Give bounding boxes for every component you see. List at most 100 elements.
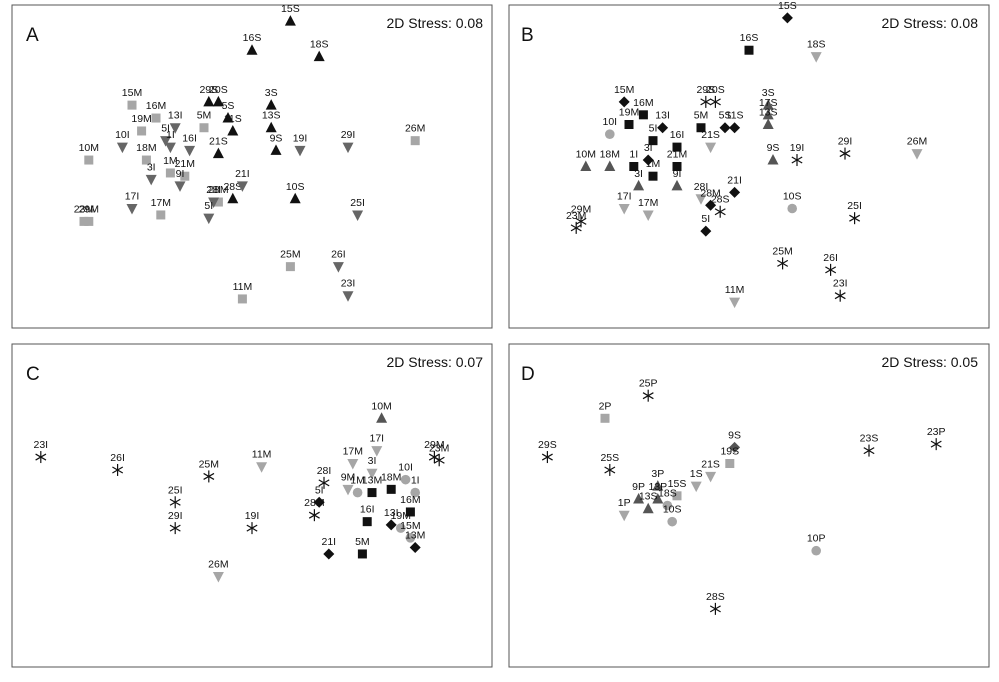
point-9p-triangle-marker <box>633 493 645 504</box>
point-15m-circle-marker <box>405 533 416 543</box>
point-label-29s: 29S <box>199 84 218 96</box>
point-10m-triangle-marker <box>580 160 592 171</box>
point-label-18s: 18S <box>658 488 677 500</box>
point-28m-asterisk-marker <box>308 509 320 522</box>
point-13s-triangle-marker <box>642 502 654 514</box>
point-label-15s: 15S <box>778 0 797 12</box>
point-label-10p: 10P <box>807 533 826 545</box>
point-label-16i: 16I <box>670 129 685 141</box>
point-5m-square-marker <box>199 123 209 133</box>
point-21m-square-marker <box>672 162 682 171</box>
point-label-19m: 19M <box>391 510 411 522</box>
point-28m-square-marker <box>213 197 223 207</box>
point-10s-triangle-marker <box>289 192 301 204</box>
point-23i-inverted-triangle-marker <box>342 291 354 302</box>
point-label-11s: 11S <box>224 113 242 125</box>
point-label-18m: 18M <box>600 149 620 161</box>
point-17m-square-marker <box>156 210 166 220</box>
point-17i-inverted-triangle-marker <box>371 446 383 457</box>
point-20s-asterisk-marker <box>709 95 721 108</box>
point-label-17s: 17S <box>759 97 778 109</box>
point-5s-diamond-marker <box>719 122 731 134</box>
point-label-15s: 15S <box>668 478 687 490</box>
point-label-21s: 21S <box>701 129 720 141</box>
point-label-1m: 1M <box>350 475 365 487</box>
point-label-13i: 13I <box>384 507 399 519</box>
point-label-1i: 1I <box>629 149 638 161</box>
point-19s-square-marker <box>725 459 735 469</box>
point-13m-square-marker <box>367 488 377 498</box>
point-29s-triangle-marker <box>203 95 215 107</box>
point-18s-inverted-triangle-marker <box>810 52 822 63</box>
point-label-1s: 1S <box>690 468 703 480</box>
point-label-25m: 25M <box>280 249 300 261</box>
point-26m-inverted-triangle-marker <box>212 572 224 583</box>
point-label-16s: 16S <box>243 32 262 44</box>
point-label-17i: 17I <box>369 433 384 445</box>
point-label-1m: 1M <box>646 158 661 170</box>
point-label-29s: 29S <box>696 84 715 96</box>
point-5s-triangle-marker <box>222 112 234 123</box>
panel-c-stress-label: 2D Stress: 0.07 <box>387 354 484 370</box>
point-21s-inverted-triangle-marker <box>705 471 717 483</box>
point-label-21i: 21I <box>235 168 250 180</box>
point-label-3s: 3S <box>762 87 775 99</box>
point-label-19s: 19S <box>720 446 739 458</box>
point-label-10i: 10I <box>602 116 617 128</box>
point-label-11m: 11M <box>725 284 745 296</box>
point-label-17m: 17M <box>151 197 171 209</box>
point-label-20s: 20S <box>706 84 725 96</box>
point-label-26m: 26M <box>405 123 425 135</box>
point-label-18m: 18M <box>136 142 156 154</box>
point-label-23i: 23I <box>833 278 848 290</box>
point-16s-square-marker <box>744 45 754 55</box>
point-23m-asterisk-marker <box>433 454 445 467</box>
point-28i-asterisk-marker <box>318 476 330 489</box>
point-5i-diamond-marker <box>313 496 325 508</box>
point-label-16m: 16M <box>146 100 166 112</box>
point-label-28i: 28I <box>317 465 332 477</box>
point-19m-square-marker <box>137 126 147 136</box>
point-label-28s: 28S <box>706 591 725 603</box>
point-28i-inverted-triangle-marker <box>208 197 220 209</box>
point-17i-inverted-triangle-marker <box>126 203 138 215</box>
point-label-9p: 9P <box>632 481 645 493</box>
point-29m-square-marker <box>84 216 94 226</box>
point-label-11s: 11S <box>726 110 744 122</box>
point-13i-diamond-marker <box>657 122 669 134</box>
point-26i-inverted-triangle-marker <box>332 262 344 273</box>
point-label-10m: 10M <box>371 400 391 412</box>
point-5m-square-marker <box>696 123 706 133</box>
point-26m-square-marker <box>410 136 420 146</box>
point-2p-square-marker <box>600 413 610 423</box>
point-label-5i: 5I <box>161 123 170 135</box>
point-29i-asterisk-marker <box>839 147 851 160</box>
point-label-1i: 1I <box>166 129 175 141</box>
point-label-5s: 5S <box>719 110 732 122</box>
point-label-18s: 18S <box>807 39 826 51</box>
point-3i-diamond-marker <box>642 154 654 166</box>
point-13m-diamond-marker <box>409 541 421 553</box>
point-25p-asterisk-marker <box>642 389 654 402</box>
point-16m-square-marker <box>638 110 648 120</box>
point-16m-square-marker <box>151 113 161 123</box>
point-label-15m: 15M <box>614 84 634 96</box>
panel-a-stress-label: 2D Stress: 0.08 <box>387 15 484 31</box>
point-1i-inverted-triangle-marker <box>164 142 176 154</box>
point-label-29i: 29I <box>168 510 183 522</box>
point-label-25m: 25M <box>199 458 219 470</box>
point-5i-square-marker <box>648 136 658 146</box>
point-15m-square-marker <box>127 100 137 110</box>
point-label-23s: 23S <box>860 433 879 445</box>
point-label-23i: 23I <box>341 278 356 290</box>
point-28i-inverted-triangle-marker <box>695 194 707 205</box>
point-label-3i: 3I <box>368 455 377 467</box>
point-label-1p: 1P <box>618 497 631 509</box>
point-label-26i: 26I <box>331 249 346 261</box>
point-19i-asterisk-marker <box>791 154 803 167</box>
point-label-5m: 5M <box>694 110 709 122</box>
point-13s-triangle-marker <box>762 118 774 130</box>
point-label-5i: 5I <box>204 200 213 212</box>
